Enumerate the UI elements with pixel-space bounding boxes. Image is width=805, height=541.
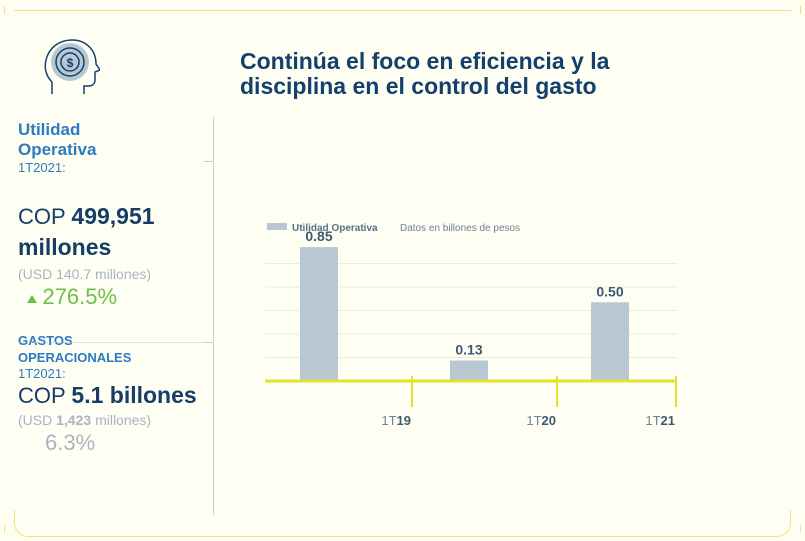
kpi2-label-line1: GASTOS (18, 333, 73, 348)
kpi2-period: 1T2021: (18, 366, 66, 381)
kpi1-unit: millones (18, 234, 112, 260)
legend-series-label: Utilidad Operativa (292, 223, 378, 234)
frame-bottom-border (14, 510, 791, 537)
kpi2-currency: COP (18, 383, 66, 408)
up-triangle-icon (27, 295, 37, 303)
page-title: Continúa el foco en eficiencia y la disc… (240, 48, 610, 99)
kpi1-block: Utilidad Operativa 1T2021: COP 499,951 m… (18, 120, 210, 310)
divider-tick (204, 161, 213, 162)
data-label-1T19: 0.85 (305, 228, 332, 244)
kpi2-usd-value: 1,423 (56, 412, 92, 428)
kpi1-period: 1T2021: (18, 160, 66, 175)
data-label-1T21: 0.50 (596, 283, 623, 299)
kpi2-label-line2: OPERACIONALES (18, 350, 132, 365)
column-divider (213, 117, 214, 515)
kpi1-change-row: 276.5% (26, 284, 210, 310)
kpi1-currency: COP (18, 204, 66, 229)
legend-note: Datos en billones de pesos (400, 223, 520, 234)
x-tick-label-1T19: 1T19 (381, 413, 411, 428)
kpi2-amount: 5.1 billones (71, 382, 197, 408)
legend-swatch (267, 223, 287, 230)
kpi1-label-line2: Operativa (18, 140, 97, 159)
kpi2-block: GASTOS OPERACIONALES 1T2021: COP 5.1 bil… (18, 332, 210, 456)
kpi2-usd-suffix: millones) (95, 412, 152, 428)
x-tick-label-1T21: 1T21 (645, 413, 675, 428)
bar-1T21 (591, 302, 629, 381)
kpi1-usd: (USD 140.7 millones) (18, 266, 152, 282)
divider-tick (204, 342, 213, 343)
kpi1-label-line1: Utilidad (18, 120, 81, 139)
kpi2-usd-prefix: (USD (18, 412, 53, 428)
kpi-separator (18, 342, 204, 343)
kpi-panel: Utilidad Operativa 1T2021: COP 499,951 m… (18, 120, 210, 456)
kpi2-value: COP 5.1 billones (18, 381, 210, 410)
frame-corner-mark (800, 6, 801, 14)
bar-1T20 (450, 360, 488, 381)
frame-corner-mark (4, 525, 5, 533)
data-label-1T20: 0.13 (455, 342, 482, 358)
kpi2-usd: (USD 1,423 millones) (18, 412, 210, 428)
frame-top-border (14, 10, 791, 11)
kpi1-amount: 499,951 (71, 203, 155, 229)
kpi2-change: 6.3% (45, 430, 96, 455)
kpi1-change: 276.5% (42, 284, 118, 309)
svg-text:$: $ (67, 56, 74, 70)
bar-1T19 (300, 247, 338, 381)
kpi1-value: COP 499,951 (18, 201, 210, 232)
frame-corner-mark (4, 6, 5, 14)
frame-corner-mark (800, 525, 801, 533)
x-tick-label-1T20: 1T20 (526, 413, 556, 428)
head-dollar-icon: $ (44, 39, 100, 94)
